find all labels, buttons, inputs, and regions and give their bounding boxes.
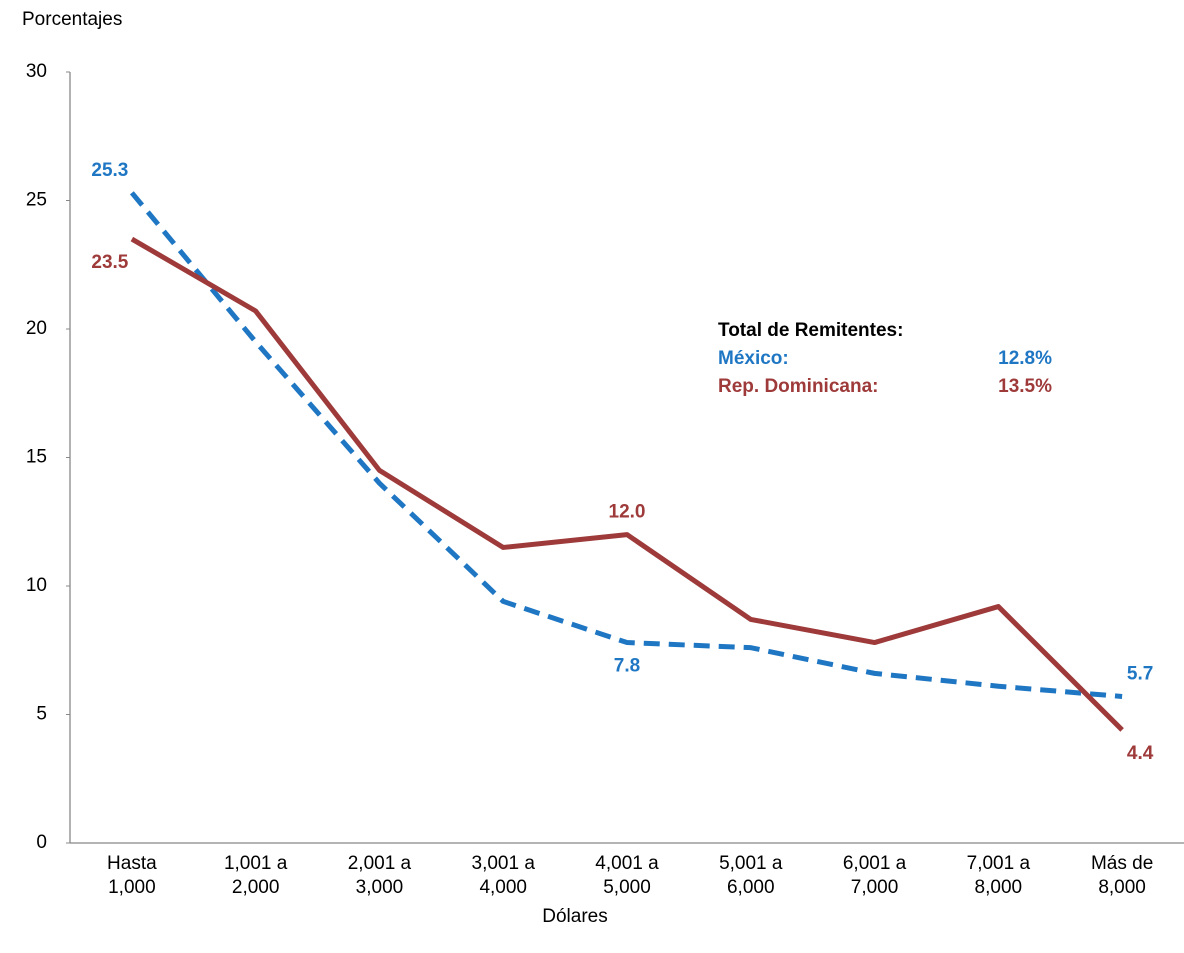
x-axis-title: Dólares	[542, 906, 607, 927]
data-label: 23.5	[91, 252, 128, 273]
x-tick-label: 4,001 a 5,000	[595, 853, 659, 898]
legend-total: 13.5%	[998, 376, 1052, 397]
legend-total: 12.8%	[998, 348, 1052, 369]
x-tick-label: Hasta 1,000	[107, 853, 157, 898]
y-tick-label: 30	[26, 61, 47, 82]
data-label: 5.7	[1127, 664, 1153, 685]
y-tick-label: 20	[26, 318, 47, 339]
x-tick-label: 5,001 a 6,000	[719, 853, 783, 898]
x-tick-label: 3,001 a 4,000	[471, 853, 535, 898]
x-tick-label: 1,001 a 2,000	[223, 853, 288, 898]
annotation-title: Total de Remitentes:	[718, 320, 903, 341]
series-line	[129, 191, 1123, 700]
y-tick-label: 25	[26, 190, 47, 211]
data-label: 25.3	[91, 160, 128, 181]
y-tick-label: 0	[36, 832, 47, 853]
data-label: 12.0	[609, 502, 646, 523]
legend-label: México:	[718, 348, 789, 369]
y-tick-label: 5	[36, 704, 47, 725]
x-tick-label: Más de 8,000	[1090, 853, 1154, 898]
x-tick-label: 6,001 a 7,000	[842, 853, 907, 898]
x-tick-label: 2,001 a 3,000	[347, 853, 412, 898]
y-axis-title: Porcentajes	[22, 9, 122, 30]
data-label: 4.4	[1127, 743, 1154, 764]
y-tick-label: 10	[26, 575, 47, 596]
y-tick-label: 15	[26, 447, 47, 468]
x-tick-label: 7,001 a 8,000	[966, 853, 1031, 898]
series-line	[130, 236, 1124, 732]
legend-label: Rep. Dominicana:	[718, 376, 878, 397]
data-label: 7.8	[614, 656, 640, 677]
